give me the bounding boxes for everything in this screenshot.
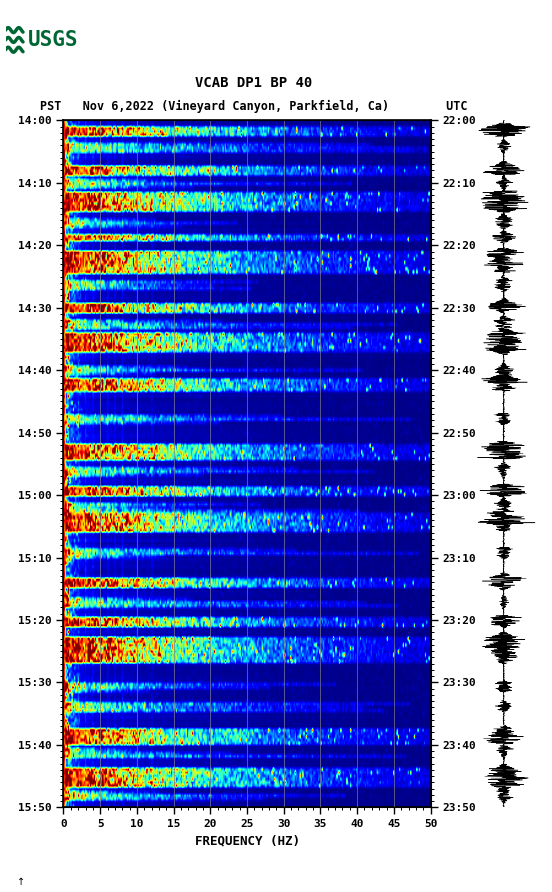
Text: USGS: USGS [28, 30, 78, 50]
X-axis label: FREQUENCY (HZ): FREQUENCY (HZ) [194, 835, 300, 847]
Text: PST   Nov 6,2022 (Vineyard Canyon, Parkfield, Ca)        UTC: PST Nov 6,2022 (Vineyard Canyon, Parkfie… [40, 100, 468, 113]
Text: ↑: ↑ [17, 877, 25, 887]
Text: VCAB DP1 BP 40: VCAB DP1 BP 40 [195, 76, 312, 90]
